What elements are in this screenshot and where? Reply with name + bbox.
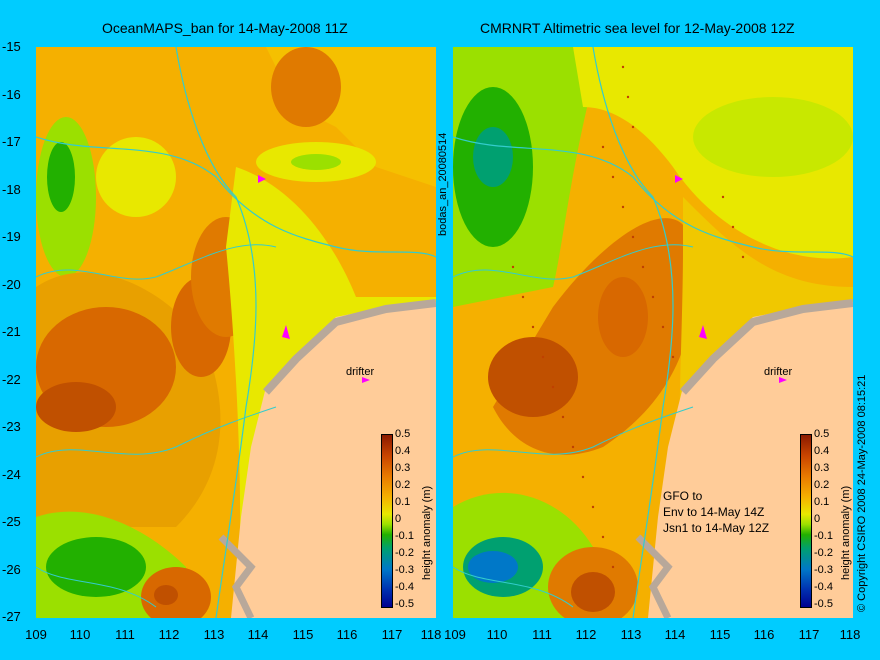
colorbar-tick: 0.1	[395, 496, 411, 508]
x-tick: 113	[620, 627, 642, 642]
x-tick: 111	[115, 627, 135, 642]
colorbar-tick: 0.2	[814, 479, 830, 491]
copyright-label: © Copyright CSIRO 2008 24-May-2008 08:15…	[856, 374, 868, 612]
colorbar-tick: -0.2	[814, 547, 833, 559]
colorbar-tick: 0.5	[395, 428, 411, 440]
x-tick: 115	[709, 627, 731, 642]
x-tick: 114	[664, 627, 686, 642]
colorbar-tick: 0.5	[814, 428, 830, 440]
colorbar-tick: -0.4	[814, 581, 833, 593]
y-tick: -21	[2, 324, 21, 339]
colorbar-tick: -0.4	[395, 581, 414, 593]
x-tick: 111	[532, 627, 552, 642]
satellite-note-line: Jsn1 to 14-May 12Z	[663, 521, 770, 535]
colorbar-tick: -0.1	[814, 530, 833, 542]
panel-title-left: OceanMAPS_ban for 14-May-2008 11Z	[102, 20, 348, 36]
map-right	[453, 47, 853, 618]
colorbar-tick: 0	[814, 513, 821, 525]
x-tick: 114	[247, 627, 269, 642]
x-tick: 109	[25, 627, 47, 642]
colorbar-right-scale	[800, 434, 812, 608]
satellite-note-line: GFO to	[663, 489, 703, 503]
x-tick: 116	[336, 627, 358, 642]
y-tick: -23	[2, 419, 21, 434]
colorbar-tick: 0.2	[395, 479, 411, 491]
x-tick: 110	[486, 627, 508, 642]
x-tick: 118	[420, 627, 442, 642]
y-tick: -19	[2, 229, 21, 244]
x-tick: 112	[575, 627, 597, 642]
y-tick: -17	[2, 134, 21, 149]
x-tick: 117	[381, 627, 403, 642]
x-tick: 118	[839, 627, 861, 642]
run-id-label: bodas_an_20080514	[437, 132, 449, 236]
colorbar-tick: -0.3	[395, 564, 414, 576]
satellite-note: GFO to Env to 14-May 14Z Jsn1 to 14-May …	[663, 488, 769, 536]
satellite-note-line: Env to 14-May 14Z	[663, 505, 765, 519]
colorbar-tick: -0.5	[395, 598, 414, 610]
colorbar-tick: 0.3	[814, 462, 830, 474]
x-tick: 116	[753, 627, 775, 642]
colorbar-tick: 0.3	[395, 462, 411, 474]
x-tick: 117	[798, 627, 820, 642]
colorbar-tick: 0.4	[814, 445, 830, 457]
colorbar-tick: -0.2	[395, 547, 414, 559]
y-tick: -20	[2, 277, 21, 292]
map-left	[36, 47, 436, 618]
y-tick: -22	[2, 372, 21, 387]
colorbar-left-scale	[381, 434, 393, 608]
y-tick: -24	[2, 467, 21, 482]
colorbar-tick: 0	[395, 513, 402, 525]
y-tick: -16	[2, 87, 21, 102]
colorbar-right-title: height anomaly (m)	[840, 485, 852, 580]
drifter-label-right: drifter	[764, 366, 793, 378]
colorbar-left-title: height anomaly (m)	[421, 485, 433, 580]
x-tick: 112	[158, 627, 180, 642]
panel-title-right: CMRNRT Altimetric sea level for 12-May-2…	[480, 20, 795, 36]
y-tick: -15	[2, 39, 21, 54]
y-tick: -18	[2, 182, 21, 197]
colorbar-tick: -0.3	[814, 564, 833, 576]
x-tick: 115	[292, 627, 314, 642]
y-tick: -25	[2, 514, 21, 529]
y-tick: -26	[2, 562, 21, 577]
colorbar-tick: 0.4	[395, 445, 411, 457]
x-tick: 113	[203, 627, 225, 642]
colorbar-tick: -0.5	[814, 598, 833, 610]
x-tick: 109	[444, 627, 466, 642]
drifter-label-left: drifter	[346, 366, 375, 378]
x-tick: 110	[69, 627, 91, 642]
y-tick: -27	[2, 609, 21, 624]
colorbar-tick: 0.1	[814, 496, 830, 508]
colorbar-tick: -0.1	[395, 530, 414, 542]
